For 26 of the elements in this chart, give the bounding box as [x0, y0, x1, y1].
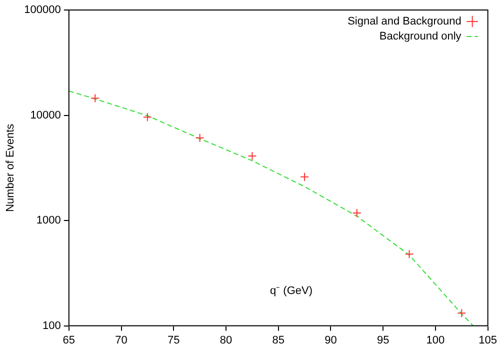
- point: [404, 250, 414, 259]
- x-tick-label: 105: [478, 334, 498, 346]
- point: [142, 112, 152, 122]
- y-axis-title: Number of Events: [4, 123, 17, 212]
- x-tick-label: 100: [426, 334, 445, 346]
- x-tick-label: 65: [62, 334, 76, 346]
- point: [195, 133, 204, 142]
- x-tick-label: 75: [168, 334, 180, 346]
- x-axis-title: q⁻ (GeV): [270, 284, 312, 297]
- legend-label: Background only: [379, 30, 462, 43]
- x-tick-label: 90: [324, 334, 337, 346]
- point: [457, 308, 466, 318]
- point: [352, 208, 362, 218]
- x-tick-label: 80: [220, 334, 232, 346]
- point: [248, 152, 257, 161]
- point: [90, 94, 100, 103]
- y-tick-label: 100: [42, 320, 61, 332]
- line-series: [68, 90, 474, 326]
- x-tick-label: 70: [115, 334, 128, 346]
- point: [300, 172, 310, 182]
- y-tick-label: 10000: [30, 109, 61, 122]
- y-tick-label: 1000: [36, 214, 61, 227]
- x-tick-label: 95: [376, 334, 390, 346]
- y-tick-label: 100000: [24, 4, 61, 16]
- legend-label: Signal and Background: [348, 16, 462, 28]
- x-tick-label: 85: [272, 334, 284, 346]
